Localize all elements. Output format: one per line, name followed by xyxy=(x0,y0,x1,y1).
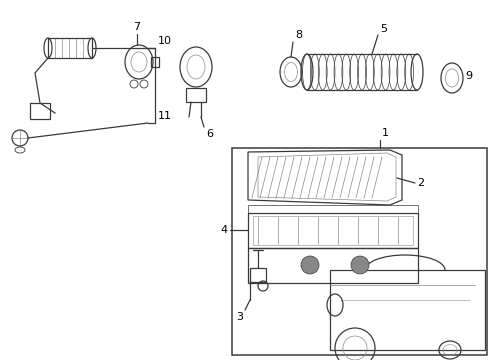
Bar xyxy=(185,88,205,102)
Text: 3: 3 xyxy=(236,312,243,322)
Text: 4: 4 xyxy=(221,225,227,235)
Text: 6: 6 xyxy=(205,129,213,139)
Text: 10: 10 xyxy=(158,36,172,46)
Bar xyxy=(231,148,486,355)
Bar xyxy=(151,57,159,67)
Text: 7: 7 xyxy=(133,22,140,32)
Bar xyxy=(247,248,417,283)
Ellipse shape xyxy=(301,256,318,274)
Bar xyxy=(247,205,417,213)
Text: 5: 5 xyxy=(379,24,386,34)
Bar xyxy=(329,270,484,350)
Bar xyxy=(252,216,412,245)
Text: 8: 8 xyxy=(294,30,302,40)
Bar xyxy=(247,213,417,248)
Ellipse shape xyxy=(350,256,368,274)
Text: 2: 2 xyxy=(416,178,423,188)
Text: 1: 1 xyxy=(381,128,388,138)
Text: 11: 11 xyxy=(158,111,172,121)
Text: 9: 9 xyxy=(464,71,471,81)
Bar xyxy=(30,103,50,119)
Bar xyxy=(249,268,265,282)
